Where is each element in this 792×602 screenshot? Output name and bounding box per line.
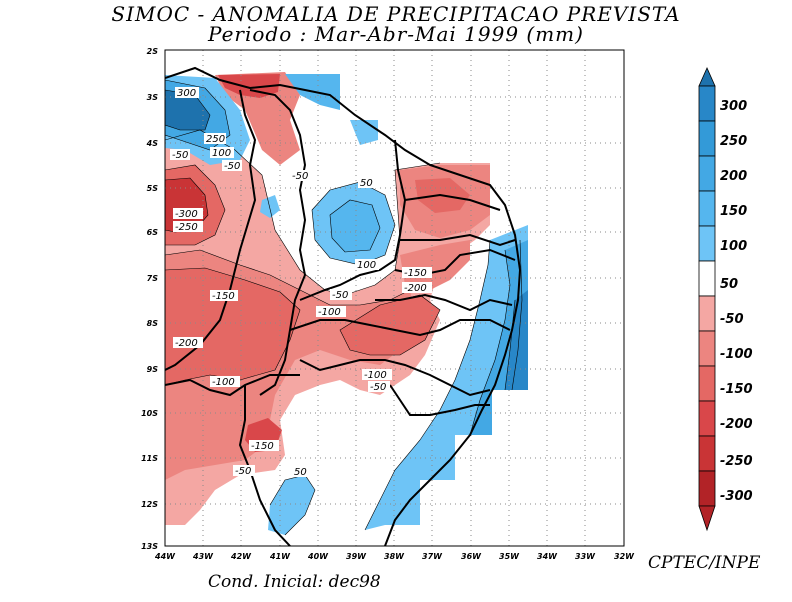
lat-tick-6s: 6S bbox=[147, 228, 159, 237]
lat-tick-3s: 3S bbox=[147, 93, 159, 102]
lon-tick-34w: 34W bbox=[537, 552, 558, 561]
contour-label: -50 bbox=[370, 382, 386, 393]
legend-label: 250 bbox=[720, 134, 747, 149]
contour-label: -200 bbox=[404, 283, 427, 294]
contour-label: -150 bbox=[404, 268, 427, 279]
contour-label: -300 bbox=[175, 209, 198, 220]
contour-label: 100 bbox=[357, 260, 376, 271]
positive-anomaly-center-core bbox=[330, 200, 380, 252]
lon-tick-41w: 41W bbox=[269, 552, 291, 561]
lon-tick-36w: 36W bbox=[461, 552, 482, 561]
contour-label: -50 bbox=[172, 150, 188, 161]
contour-label: -100 bbox=[364, 370, 387, 381]
negative-anomaly-north bbox=[215, 72, 300, 165]
contour-label: -50 bbox=[292, 171, 308, 182]
lon-tick-40w: 40W bbox=[307, 552, 329, 561]
lon-tick-39w: 39W bbox=[346, 552, 367, 561]
contour-label: -150 bbox=[212, 291, 235, 302]
latitude-tick-labels: 2S 3S 4S 5S 6S 7S 8S 9S 10S 11S 12S 13S bbox=[141, 47, 158, 551]
negative-anomaly-deep-central bbox=[340, 295, 440, 355]
lat-tick-2s: 2S bbox=[147, 47, 159, 56]
negative-anomaly-deep-west bbox=[165, 268, 300, 385]
contour-label: 250 bbox=[206, 134, 225, 145]
legend-arrow-top bbox=[698, 67, 716, 87]
legend-arrow-bottom bbox=[698, 505, 716, 532]
legend-label: 50 bbox=[720, 277, 738, 292]
contour-label: 50 bbox=[360, 178, 373, 189]
lat-tick-10s: 10S bbox=[141, 409, 158, 418]
legend-label: 150 bbox=[720, 204, 747, 219]
lat-tick-11s: 11S bbox=[141, 454, 158, 463]
contour-label: -100 bbox=[318, 307, 341, 318]
legend-label: -200 bbox=[720, 417, 753, 432]
lat-tick-4s: 4S bbox=[146, 139, 159, 148]
positive-anomaly-small-west bbox=[260, 195, 280, 218]
contour-label: 300 bbox=[177, 88, 196, 99]
legend-label: 100 bbox=[720, 239, 747, 254]
lat-tick-8s: 8S bbox=[147, 319, 159, 328]
legend-label: 200 bbox=[720, 169, 747, 184]
contour-label: -200 bbox=[175, 338, 198, 349]
credit-label: CPTEC/INPE bbox=[648, 553, 761, 573]
legend-label: -150 bbox=[720, 382, 753, 397]
legend-label: 300 bbox=[720, 99, 747, 114]
lon-tick-37w: 37W bbox=[422, 552, 443, 561]
legend-label: -100 bbox=[720, 347, 753, 362]
contour-label: -50 bbox=[224, 161, 240, 172]
contour-label: 100 bbox=[212, 148, 231, 159]
state-boundaries bbox=[165, 66, 522, 546]
lon-tick-43w: 43W bbox=[192, 552, 214, 561]
lat-tick-7s: 7S bbox=[147, 274, 159, 283]
positive-anomaly-east-coast-peak bbox=[505, 290, 528, 390]
map-subtitle: Periodo : Mar-Abr-Mai 1999 (mm) bbox=[208, 22, 584, 46]
map-title: SIMOC - ANOMALIA DE PRECIPITACAO PREVIST… bbox=[111, 2, 681, 26]
contour-value-labels: 300 250 -50 100 -50 -300 -250 -50 50 100… bbox=[170, 87, 432, 478]
lon-tick-38w: 38W bbox=[384, 552, 405, 561]
lat-tick-5s: 5S bbox=[147, 184, 159, 193]
legend-labels: 300 250 200 150 100 50 -50 -100 -150 -20… bbox=[720, 99, 753, 504]
anomaly-fields bbox=[165, 72, 528, 535]
lon-tick-32w: 32W bbox=[614, 552, 635, 561]
longitude-tick-labels: 44W 43W 42W 41W 40W 39W 38W 37W 36W 35W … bbox=[154, 552, 635, 561]
lat-tick-13s: 13S bbox=[141, 542, 158, 551]
lat-tick-9s: 9S bbox=[147, 365, 159, 374]
lon-tick-44w: 44W bbox=[154, 552, 176, 561]
initial-condition-label: Cond. Inicial: dec98 bbox=[208, 572, 381, 592]
legend-label: -50 bbox=[720, 312, 744, 327]
lat-tick-12s: 12S bbox=[141, 500, 158, 509]
contour-label: 50 bbox=[294, 467, 307, 478]
coastline bbox=[165, 66, 522, 546]
contour-label: -250 bbox=[175, 222, 198, 233]
legend-label: -300 bbox=[720, 489, 753, 504]
contour-label: -50 bbox=[235, 466, 251, 477]
contour-label: -50 bbox=[332, 290, 348, 301]
contour-label: -100 bbox=[212, 377, 235, 388]
contour-label: -150 bbox=[251, 441, 274, 452]
plot-frame bbox=[164, 49, 625, 547]
color-legend bbox=[698, 67, 716, 532]
lon-tick-35w: 35W bbox=[499, 552, 520, 561]
lon-tick-33w: 33W bbox=[575, 552, 596, 561]
lon-tick-42w: 42W bbox=[230, 552, 252, 561]
legend-label: -250 bbox=[720, 454, 753, 469]
